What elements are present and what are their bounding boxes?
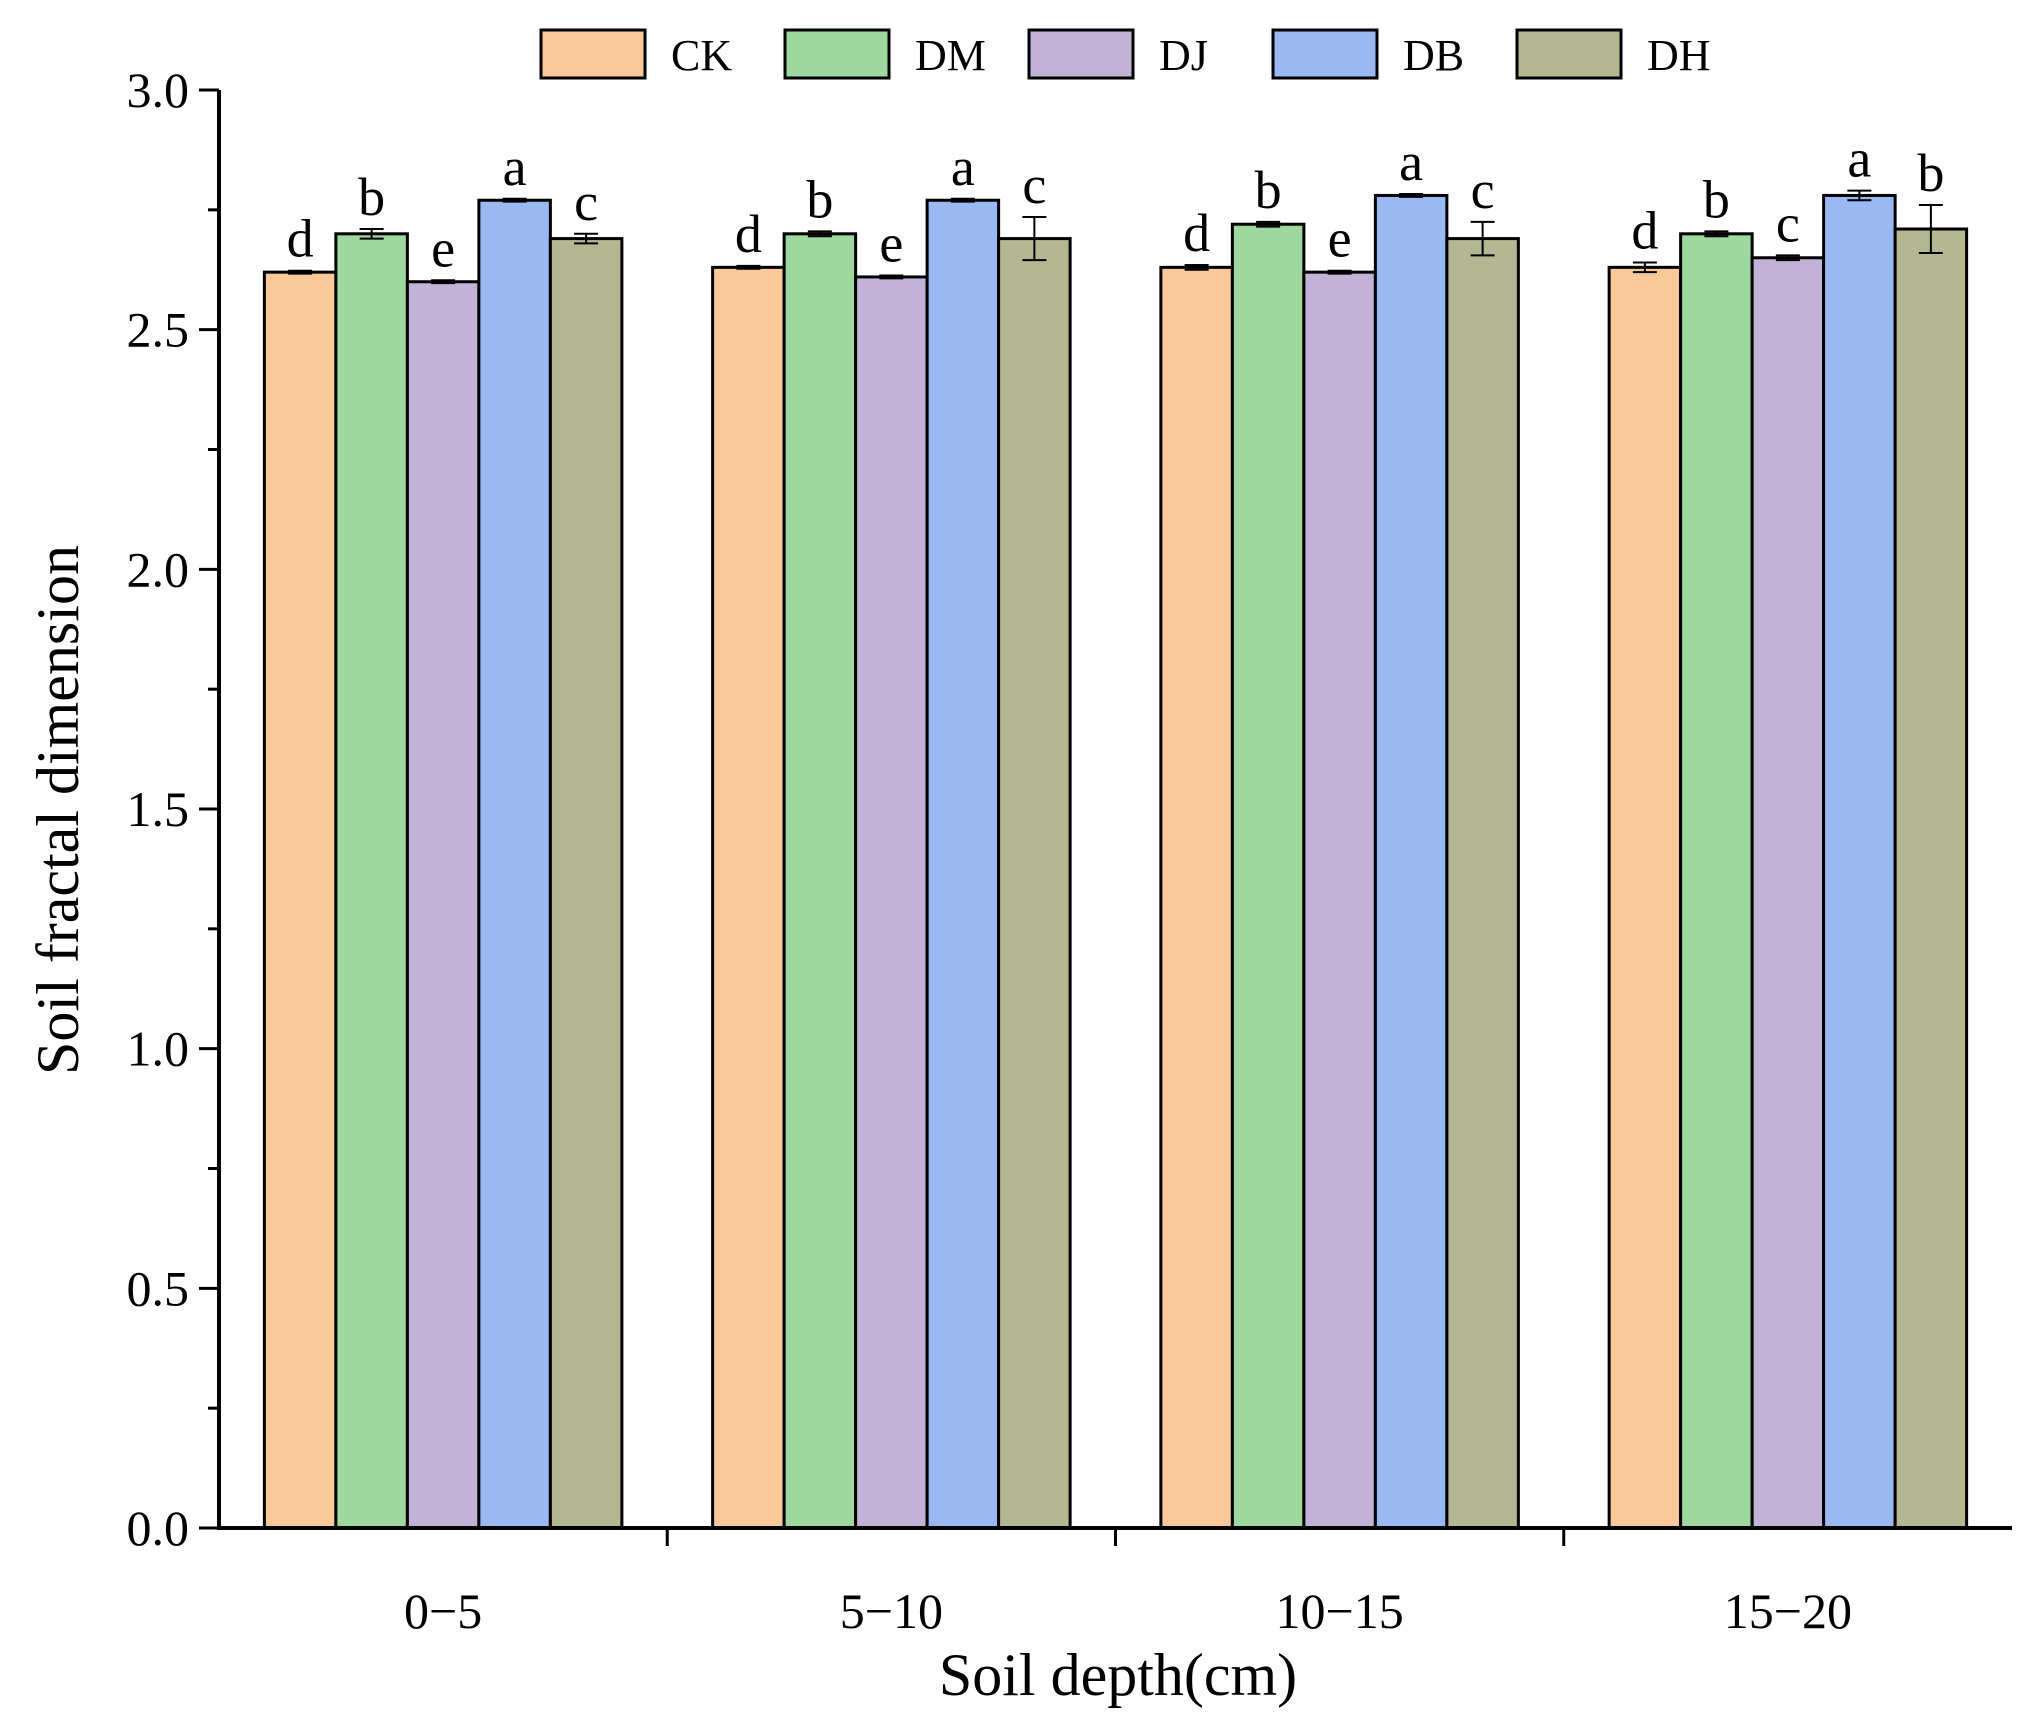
significance-label: d (735, 204, 762, 264)
significance-label: d (1183, 203, 1210, 263)
bar-dj (1302, 270, 1377, 1530)
bar-ck (1607, 265, 1683, 1530)
bar-ck (711, 265, 786, 1530)
legend-swatch (539, 28, 647, 80)
y-tick-label: 1.5 (127, 781, 190, 837)
significance-label: a (1847, 129, 1871, 189)
x-tick-label: 5−10 (840, 1583, 943, 1639)
bar-dh (1893, 227, 1969, 1530)
bar-db (925, 198, 1001, 1530)
y-ticks: 0.0 0.5 1.0 1.5 2.0 2.5 3.0 (127, 62, 219, 1556)
legend: CK DM DJ DB DH (539, 28, 1711, 80)
y-tick-label: 3.0 (127, 62, 190, 118)
bar-dj (405, 280, 481, 1530)
y-tick-label: 0.0 (127, 1500, 190, 1556)
bar-dm (1679, 232, 1754, 1530)
significance-label: a (1399, 132, 1423, 192)
significance-label: c (1022, 155, 1046, 215)
significance-label: e (431, 218, 455, 278)
significance-label: d (287, 209, 314, 269)
legend-item-dm: DM (783, 28, 986, 80)
y-tick-label: 1.0 (127, 1021, 190, 1077)
legend-swatch (1271, 28, 1379, 80)
bar-ck (1159, 265, 1234, 1530)
y-tick-label: 2.5 (127, 302, 190, 358)
bar-db (1822, 193, 1897, 1530)
significance-label: c (574, 172, 598, 232)
y-tick-label: 2.0 (127, 541, 190, 597)
x-tick-label: 15−20 (1724, 1583, 1852, 1639)
x-axis-title: Soil depth(cm) (939, 1642, 1297, 1708)
bar-dj (1750, 256, 1826, 1530)
significance-label: b (1703, 169, 1730, 229)
bar-group: db ca b (1607, 129, 1969, 1530)
significance-label: b (358, 167, 385, 227)
significance-label: b (806, 169, 833, 229)
significance-label: a (503, 137, 527, 197)
legend-item-db: DB (1271, 28, 1464, 80)
x-tick-label: 0−5 (404, 1583, 482, 1639)
bar-ck (262, 270, 338, 1530)
bar-db (477, 198, 552, 1530)
legend-item-dh: DH (1515, 28, 1711, 80)
bar-dh (1445, 237, 1520, 1530)
bar-dh (997, 237, 1072, 1530)
legend-label: CK (671, 31, 732, 80)
significance-label: e (879, 214, 903, 274)
legend-item-dj: DJ (1027, 28, 1208, 80)
y-tick-label: 0.5 (127, 1260, 190, 1316)
significance-label: a (951, 137, 975, 197)
legend-swatch (1515, 28, 1623, 80)
significance-label: b (1917, 143, 1944, 203)
bar-dj (854, 275, 929, 1530)
x-ticks: 0−5 5−10 10−15 15−20 (404, 1528, 1852, 1639)
legend-item-ck: CK (539, 28, 732, 80)
y-axis-title: Soil fractal dimension (25, 545, 91, 1075)
bar-dm (782, 232, 858, 1530)
significance-label: c (1776, 193, 1800, 253)
legend-label: DB (1403, 31, 1464, 80)
significance-label: b (1255, 160, 1282, 220)
legend-label: DM (915, 31, 986, 80)
legend-swatch (1027, 28, 1135, 80)
significance-label: e (1328, 209, 1352, 269)
legend-swatch (783, 28, 891, 80)
significance-label: c (1471, 160, 1495, 220)
significance-label: d (1631, 201, 1658, 261)
x-tick-label: 10−15 (1276, 1583, 1404, 1639)
bar-dm (1230, 222, 1306, 1530)
legend-label: DH (1647, 31, 1711, 80)
bar-dh (548, 237, 624, 1530)
bar-db (1373, 193, 1449, 1530)
legend-label: DJ (1159, 31, 1208, 80)
bar-dm (334, 232, 409, 1530)
